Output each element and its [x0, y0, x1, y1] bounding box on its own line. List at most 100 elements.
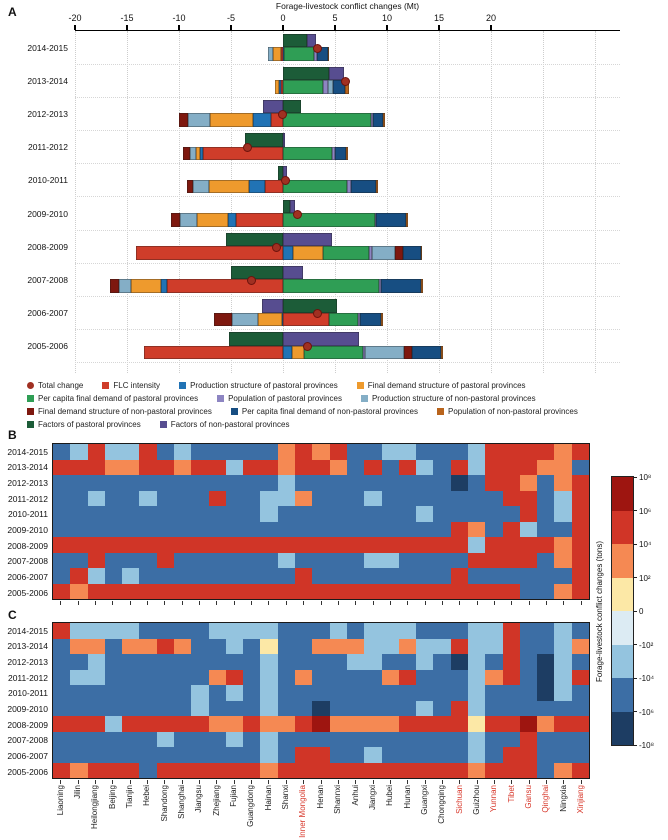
heatmap-cell [329, 506, 347, 522]
bar-segment [131, 279, 162, 293]
heatmap-cell [537, 568, 555, 584]
heatmap-cell [139, 762, 157, 778]
heatmap-cell [277, 552, 296, 568]
heatmap-cell [53, 521, 71, 537]
heatmap-cell [156, 700, 175, 716]
heatmap-cell [346, 475, 365, 491]
legend-square-marker [27, 407, 34, 415]
heatmap-cell [346, 552, 365, 568]
heatmap-cell [554, 623, 572, 639]
heatmap-cell [260, 669, 278, 685]
heatmap-x-tick [424, 780, 426, 784]
heatmap-cell [329, 444, 347, 460]
heatmap-cell [381, 521, 399, 537]
legend-item-label: FLC intensity [113, 380, 161, 390]
heatmap-cell [87, 638, 105, 654]
panel-a-axis-title: Forage-livestock conflict changes (Mt) [275, 1, 420, 11]
heatmap-x-tick [580, 601, 582, 605]
bar-segment [375, 179, 378, 194]
x-axis-line [75, 30, 620, 31]
heatmap-cell [295, 747, 313, 763]
heatmap-cell [225, 552, 244, 568]
legend-item: Population of pastoral provinces [217, 394, 342, 403]
panel-a-plot: -20 -15 -10 -5 0 5 10 15 20 2014-2015 2013-2014 201… [0, 0, 668, 376]
heatmap-cell [519, 552, 538, 568]
heatmap-cell [53, 552, 71, 568]
year-label: 2012-2013 [7, 656, 48, 667]
heatmap-cell [277, 459, 296, 475]
heatmap-x-tick [285, 780, 287, 784]
bar-segment [328, 66, 345, 81]
heatmap-cell [571, 638, 589, 654]
heatmap-cell [537, 521, 555, 537]
heatmap-cell [416, 475, 434, 491]
heatmap-cell [571, 654, 589, 670]
heatmap-cell [329, 552, 347, 568]
bar-segment [183, 146, 191, 161]
heatmap-cell [208, 459, 226, 475]
heatmap-cell [329, 459, 347, 475]
heatmap-cell [70, 444, 88, 460]
heatmap-cell [485, 700, 503, 716]
heatmap-cell [554, 638, 572, 654]
province-label: Shanxi [281, 785, 291, 810]
heatmap-cell [295, 583, 313, 599]
heatmap-cell [191, 583, 209, 599]
heatmap-cell [191, 537, 209, 553]
heatmap-cell [450, 521, 468, 537]
heatmap-cell [346, 444, 365, 460]
bar-segment [283, 199, 291, 213]
heatmap-cell [295, 716, 313, 732]
heatmap-cell [174, 459, 192, 475]
legend-square-marker [27, 394, 34, 402]
heatmap-x-tick [181, 601, 183, 605]
year-label: 2014-2015 [27, 42, 68, 53]
heatmap-cell [554, 537, 572, 553]
bar-segment [282, 312, 284, 327]
heatmap-cell [329, 669, 347, 685]
heatmap-cell [364, 537, 382, 553]
heatmap-cell [398, 521, 417, 537]
heatmap-cell [122, 654, 140, 670]
heatmap-cell [208, 700, 226, 716]
bar-segment [346, 146, 348, 161]
heatmap-cell [87, 669, 105, 685]
bar-segment [314, 47, 318, 61]
heatmap-cell [519, 700, 538, 716]
heatmap-cell [537, 638, 555, 654]
year-label: 2013-2014 [7, 641, 48, 652]
heatmap-cell [225, 685, 244, 701]
heatmap-x-tick [546, 601, 548, 605]
heatmap-cell [70, 762, 88, 778]
x-axis-tick [178, 25, 180, 30]
heatmap-cell [139, 623, 157, 639]
heatmap-cell [398, 747, 417, 763]
heatmap-cell [104, 700, 123, 716]
heatmap-x-tick [528, 601, 530, 605]
heatmap-cell [70, 638, 88, 654]
bar-segment [210, 113, 253, 127]
heatmap-cell [208, 444, 226, 460]
heatmap-grid [52, 622, 590, 779]
heatmap-cell [502, 762, 520, 778]
heatmap-cell [156, 537, 175, 553]
heatmap-cell [571, 716, 589, 732]
bar-segment [187, 179, 193, 194]
total-change-dot [280, 176, 290, 186]
heatmap-cell [312, 459, 330, 475]
heatmap-cell [70, 583, 88, 599]
province-label-cell: Liaoning [52, 785, 69, 840]
heatmap-x-tick [303, 780, 305, 784]
bar-segment [225, 232, 283, 247]
heatmap-cell [554, 506, 572, 522]
heatmap-cell [139, 552, 157, 568]
colorbar-segment [612, 577, 633, 611]
heatmap-cell [104, 459, 123, 475]
heatmap-x-tick [251, 780, 253, 784]
heatmap-x-tick [199, 780, 201, 784]
heatmap-grid [52, 443, 590, 600]
heatmap-cell [381, 506, 399, 522]
heatmap-cell [450, 762, 468, 778]
bar-segment [252, 113, 271, 127]
heatmap-cell [416, 731, 434, 747]
